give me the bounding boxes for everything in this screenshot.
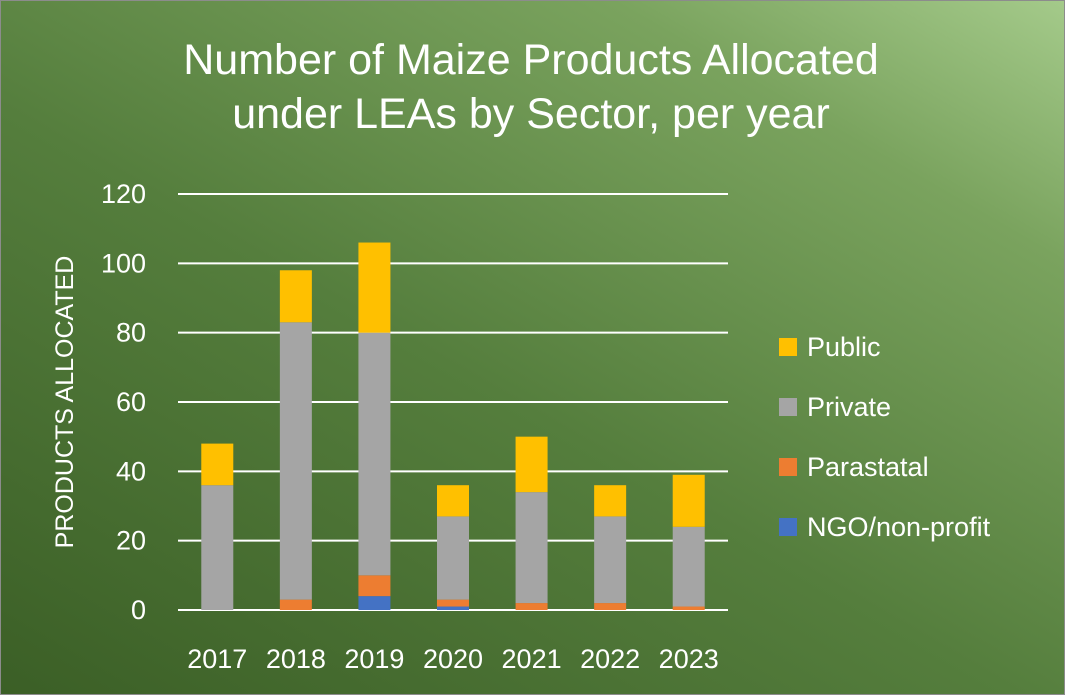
legend-item: Private: [779, 377, 990, 437]
chart-title-line-2: under LEAs by Sector, per year: [232, 90, 830, 138]
bar-parastatal-2018: [279, 599, 312, 610]
chart-legend: Public Private Parastatal NGO/non-profit: [779, 317, 990, 557]
bar-private-2023: [672, 526, 705, 607]
bar-private-2017: [201, 485, 234, 610]
bar-public-2018: [279, 270, 312, 323]
bar-parastatal-2022: [594, 603, 627, 610]
legend-label: Parastatal: [807, 451, 929, 482]
legend-label: NGO/non-profit: [807, 511, 991, 542]
bar-public-2017: [201, 443, 234, 486]
x-tick-label: 2019: [344, 644, 404, 674]
bar-public-2021: [515, 436, 548, 493]
bar-parastatal-2019: [358, 575, 391, 597]
y-tick-label: 20: [116, 526, 146, 556]
y-tick-label: 80: [116, 318, 146, 348]
y-tick-label: 60: [116, 387, 146, 417]
bar-private-2018: [279, 322, 312, 600]
bar-parastatal-2023: [672, 606, 705, 610]
x-tick-label: 2023: [659, 644, 719, 674]
legend-item: Parastatal: [779, 437, 990, 497]
x-tick-label: 2021: [502, 644, 562, 674]
bar-public-2019: [358, 242, 391, 333]
bar-parastatal-2021: [515, 603, 548, 610]
legend-swatch: [779, 518, 797, 536]
legend-item: Public: [779, 317, 990, 377]
x-tick-label: 2018: [266, 644, 326, 674]
bar-public-2023: [672, 474, 705, 527]
legend-item: NGO/non-profit: [779, 497, 990, 557]
bar-public-2020: [437, 485, 469, 517]
bar-private-2020: [437, 516, 469, 600]
bar-private-2019: [358, 332, 391, 576]
chart-title-line-1: Number of Maize Products Allocated: [183, 36, 879, 84]
bar-public-2022: [594, 485, 627, 517]
y-axis-title: PRODUCTS ALLOCATED: [51, 256, 79, 549]
y-tick-label: 0: [131, 595, 146, 625]
bar-ngo-non-profit-2020: [437, 606, 469, 610]
bar-private-2022: [594, 516, 627, 604]
bar-ngo-non-profit-2019: [358, 596, 391, 610]
legend-label: Public: [807, 331, 881, 362]
bar-parastatal-2020: [437, 599, 469, 607]
x-tick-label: 2020: [423, 644, 483, 674]
x-tick-label: 2022: [580, 644, 640, 674]
y-tick-label: 120: [101, 179, 146, 209]
legend-swatch: [779, 338, 797, 356]
chart-title: Number of Maize Products Allocated under…: [61, 33, 1001, 141]
y-tick-label: 40: [116, 456, 146, 486]
bar-private-2021: [515, 492, 548, 604]
legend-label: Private: [807, 391, 892, 422]
y-tick-label: 100: [101, 248, 146, 278]
legend-swatch: [779, 398, 797, 416]
x-tick-label: 2017: [187, 644, 247, 674]
legend-swatch: [779, 458, 797, 476]
